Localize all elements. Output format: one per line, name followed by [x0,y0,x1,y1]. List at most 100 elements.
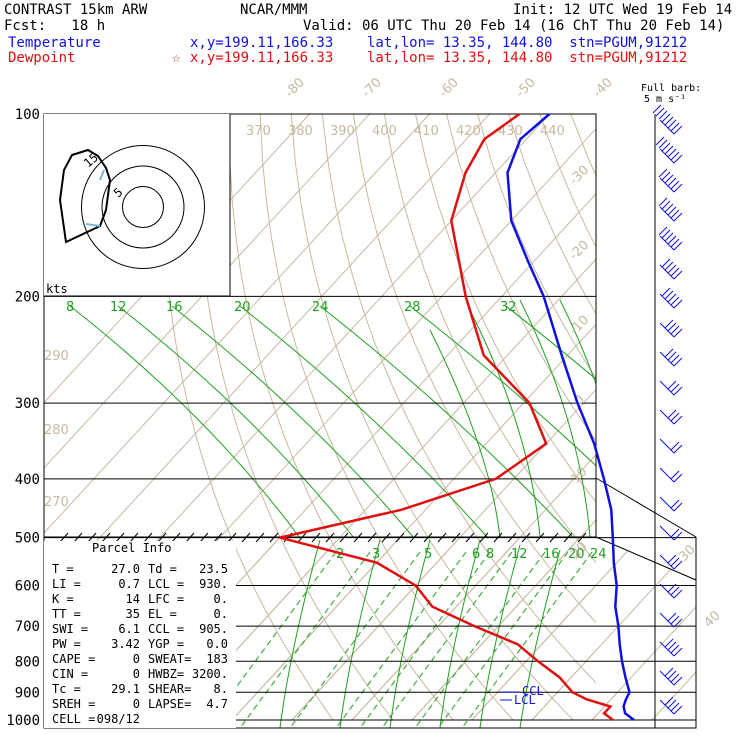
wind-barb [658,197,683,222]
dry-adiabat-line [446,114,596,442]
parcel-key: Tc = [52,682,81,696]
barb-flag [667,206,677,216]
right-temp-label: 30 [676,542,698,564]
parcel-key: LAPSE= [148,697,191,711]
parcel-key: SWI = [52,622,88,636]
parcel-key: CCL = [148,622,184,636]
dry-adiabat-line [726,114,740,720]
pressure-label-600: 600 [15,579,40,595]
isotherm-line [712,114,740,720]
barb-flag [673,270,683,280]
barb-legend-units: 5 m s⁻¹ [644,94,687,105]
barb-flag [664,261,674,271]
barb-flag [670,412,680,422]
barb-flag [667,409,677,419]
wind-barb [655,136,683,164]
wind-barb [659,319,683,338]
parcel-key: HWBZ= [148,667,184,681]
mixing-lower-label: 24 [590,547,607,562]
barb-flag [670,122,680,132]
temperature-location: x,y=199.11,166.33 lat,lon= 13.35, 144.80… [190,35,688,51]
wind-barb [659,258,683,280]
temperature-profile [506,113,635,721]
moist-adiabat-line [439,539,481,728]
wind-barb [659,409,683,425]
isotherm-line [531,537,696,721]
barb-flag [673,560,683,570]
moist-adiabat-line [519,549,561,728]
wind-barb [658,168,683,193]
parcel-info-box: Parcel Info T = 27.0 Td = 23.5 LI = 0.7 LCL = 93… [44,541,236,728]
barb-flag [670,499,680,509]
isotherm-line [44,114,430,534]
org-title: NCAR/MMM [240,2,308,18]
moist-adiabat-line [279,539,321,728]
barb-flag [670,209,680,219]
mixing-lower-label: 3 [372,547,380,562]
barb-flag [670,354,680,364]
parcel-value: 183 [206,652,228,666]
valid-time: Valid: 06 UTC Thu 20 Feb 14 (16 ChT Thu … [303,18,725,34]
top-temp-label: -50 [513,75,539,101]
isotherm-line [411,519,596,721]
barb-flag [661,258,671,268]
barb-staff [659,235,675,251]
barb-flag [661,113,671,123]
barb-flag [667,264,677,274]
theta-label: 390 [330,124,355,139]
model-title: CONTRAST 15km ARW [4,2,148,18]
isotherm-line [231,323,596,721]
barb-flag [673,183,683,193]
parcel-key: LFC = [148,592,184,606]
barb-flag [673,618,683,628]
parcel-key: CAPE = [52,652,95,666]
barb-flag [667,612,677,622]
wind-barb [659,554,683,570]
top-temp-label: -70 [359,75,385,101]
moist-adiabat-line [429,329,501,538]
barb-staff [659,293,675,309]
barb-flag [673,357,683,367]
pressure-label-100: 100 [15,107,40,123]
wind-barb [658,226,683,251]
barb-staff [659,699,675,715]
forecast-hour: Fcst: 18 h [4,18,106,34]
moist-adiabat-line [319,305,575,539]
wind-barb [659,696,683,715]
barb-flag [661,171,671,181]
lcl-label: LCL [514,693,536,707]
parcel-key: T = [52,562,74,576]
barb-flag [670,238,680,248]
mixing-label: 24 [312,300,329,315]
parcel-value: 6.1 [118,622,140,636]
dewpoint-location: x,y=199.11,166.33 lat,lon= 13.35, 144.80… [190,50,688,66]
dry-adiabat-line [290,114,574,721]
parcel-value: 0 [133,697,140,711]
moist-adiabat-line [469,309,541,538]
barb-flag [673,647,683,657]
barb-staff [659,322,675,338]
moist-adiabat-line [339,539,381,728]
barb-staff [659,496,675,512]
isotherm-line [44,114,490,599]
barb-legend-title: Full barb: [641,83,702,94]
barb-flag [670,586,680,596]
frame-diagonal [595,477,697,538]
theta-label: 370 [246,124,271,139]
mixing-ratio-line [437,551,569,728]
hodograph-segment [85,223,101,227]
mixing-ratio-line [289,551,421,728]
mixing-label: 16 [166,300,183,315]
theta-left-label: 270 [44,495,69,510]
barb-flag [655,136,665,146]
parcel-value: 0.7 [118,577,140,591]
parcel-key: LCL = [148,577,184,591]
mixing-ratio-line [335,551,467,728]
parcel-value: 0. [214,607,228,621]
parcel-key: YGP = [148,637,184,651]
pressure-label-200: 200 [15,289,40,305]
wind-barb [659,496,683,512]
parcel-key: SWEAT= [148,652,191,666]
barb-staff [659,380,675,396]
